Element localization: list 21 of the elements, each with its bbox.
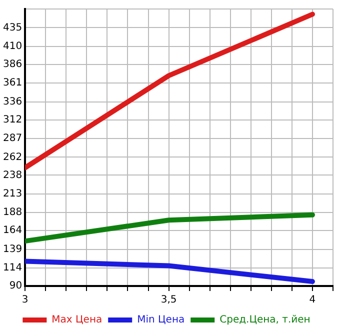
y-tick-label: 410 [2, 41, 22, 52]
y-tick-label: 238 [2, 170, 22, 181]
y-tick-label: 164 [2, 225, 22, 236]
x-tick-label: 4 [309, 294, 316, 306]
y-tick-label: 361 [2, 78, 22, 89]
y-tick-label: 312 [2, 114, 22, 126]
y-tick-label: 90 [9, 280, 22, 292]
x-tick-label: 3,5 [160, 294, 177, 306]
y-tick-label: 262 [2, 152, 22, 163]
y-tick-label: 435 [2, 22, 22, 34]
y-tick-label: 139 [2, 244, 22, 255]
y-tick-label: 336 [2, 96, 22, 108]
y-tick-label: 188 [2, 207, 22, 218]
legend-label: Сред.Цена, т.йен [220, 314, 310, 326]
x-tick-label: 3 [22, 294, 28, 306]
y-tick-label: 386 [2, 58, 22, 70]
legend-label: Min Цена [137, 314, 185, 326]
y-tick-label: 287 [2, 133, 22, 144]
y-tick-label: 213 [2, 188, 22, 200]
y-tick-label: 114 [2, 262, 22, 274]
legend-label: Max Цена [52, 314, 102, 326]
